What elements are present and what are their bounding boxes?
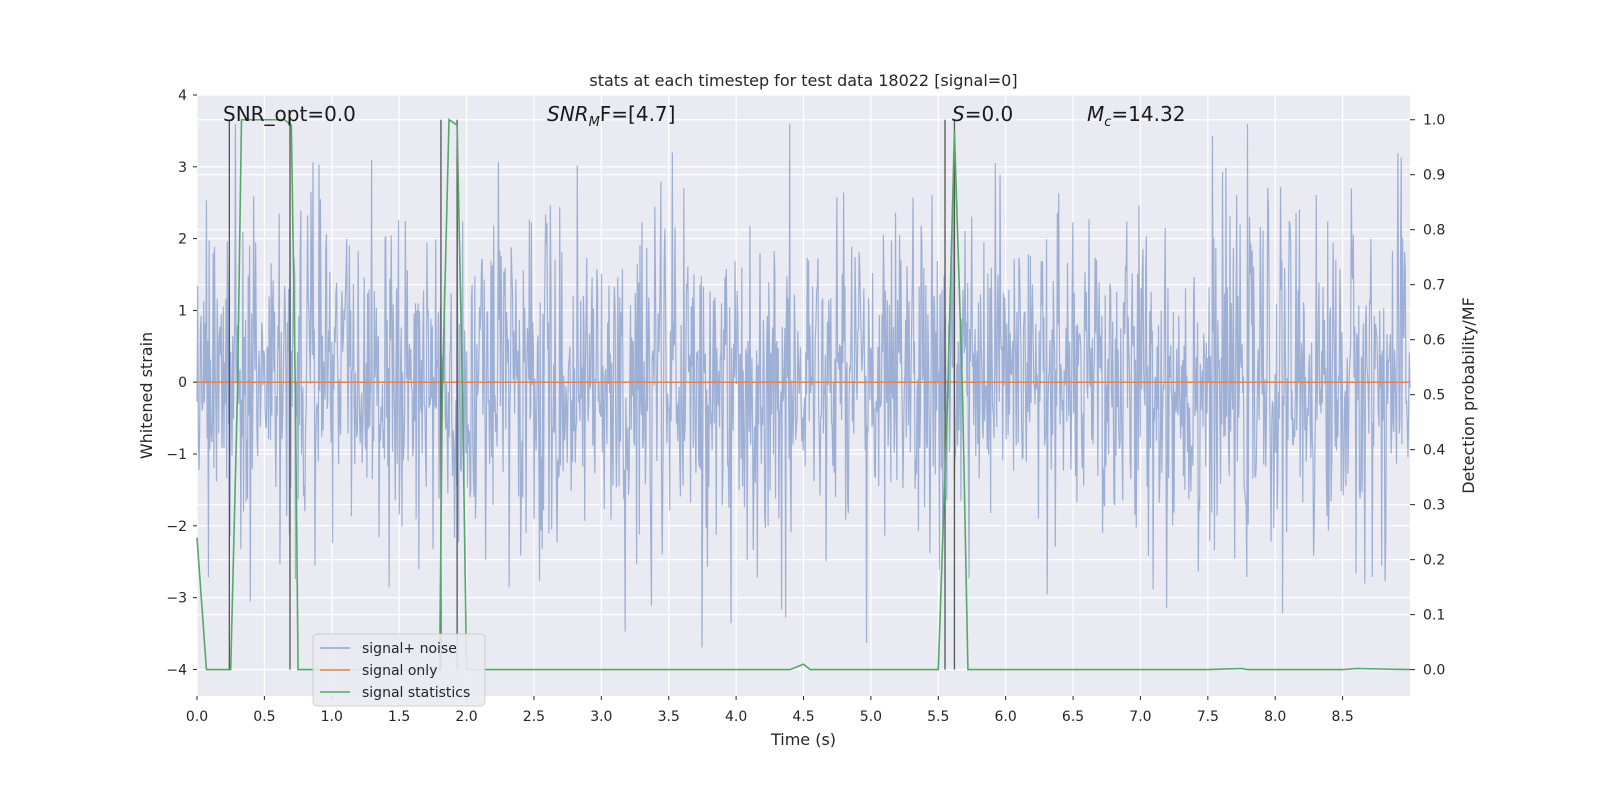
annotation-s: S=0.0	[952, 102, 1013, 126]
y-left-tick-label: 2	[178, 232, 187, 248]
y-left-tick-label: 4	[178, 88, 187, 104]
x-tick-label: 0.5	[253, 709, 275, 725]
x-tick-label: 5.5	[927, 709, 949, 725]
annotation-mc-sub: c	[1104, 115, 1111, 130]
plot-area: 0.0 0.5 1.0 1.5 2.0 2.5 3.0 3.5 4.0 4.5 5.0 5.5 6.0 6…	[166, 88, 1445, 725]
x-tick-label: 8.0	[1264, 709, 1286, 725]
y-right-tick-label: 0.6	[1423, 333, 1445, 349]
x-tick-label: 8.5	[1331, 709, 1353, 725]
y-right-tick-label: 0.1	[1423, 608, 1445, 624]
annotation-snr-mf-base: SNR	[547, 102, 589, 126]
y-left-tick-label: −4	[166, 662, 187, 678]
chart-title: stats at each timestep for test data 180…	[589, 71, 1017, 90]
x-tick-label: 4.0	[725, 709, 747, 725]
annotation-snr-opt: SNR_opt=0.0	[223, 102, 356, 126]
x-tick-label: 1.0	[321, 709, 343, 725]
y-left-tick-label: −3	[166, 591, 187, 607]
y-axis-left-label: Whitened strain	[137, 332, 156, 459]
y-left-tick-label: 3	[178, 160, 187, 176]
x-tick-label: 2.0	[455, 709, 477, 725]
y-right-tick-label: 0.9	[1423, 168, 1445, 184]
x-tick-label: 2.5	[523, 709, 545, 725]
y-right-tick-label: 0.4	[1423, 443, 1445, 459]
annotation-mc-base: M	[1087, 102, 1104, 126]
annotation-s-rest: =0.0	[965, 102, 1014, 126]
series-signal-noise-line	[196, 123, 1411, 648]
y-left-tick-label: 0	[178, 375, 187, 391]
legend-label: signal statistics	[362, 685, 470, 701]
x-tick-label: 7.5	[1197, 709, 1219, 725]
legend: signal+ noise signal only signal statistic…	[312, 633, 486, 707]
legend-box	[312, 633, 486, 707]
annotation-s-italic: S	[952, 102, 965, 126]
x-tick-label: 0.0	[186, 709, 208, 725]
y-right-tick-label: 0.2	[1423, 553, 1445, 569]
annotation-mc: Mc=14.32	[1087, 102, 1185, 130]
y-right-tick-label: 0.8	[1423, 223, 1445, 239]
y-right-tick-label: 0.7	[1423, 278, 1445, 294]
y-left-tick-label: −2	[166, 519, 187, 535]
annotation-snr-mf: SNRMF=[4.7]	[547, 102, 675, 130]
y-axis-right-label: Detection probability/MF	[1459, 297, 1478, 494]
x-tick-label: 1.5	[388, 709, 410, 725]
x-tick-label: 6.0	[995, 709, 1017, 725]
annotation-snr-mf-sub: M	[589, 115, 600, 130]
y-left-tick-label: 1	[178, 303, 187, 319]
y-right-tick-label: 0.3	[1423, 498, 1445, 514]
x-tick-label: 3.5	[658, 709, 680, 725]
y-right-tick-label: 0.5	[1423, 388, 1445, 404]
x-tick-label: 7.0	[1129, 709, 1151, 725]
x-axis-label: Time (s)	[770, 730, 836, 749]
x-tick-label: 6.5	[1062, 709, 1084, 725]
x-tick-label: 4.5	[792, 709, 814, 725]
legend-label: signal only	[362, 663, 437, 679]
annotation-mc-rest: =14.32	[1111, 102, 1185, 126]
x-tick-label: 5.0	[860, 709, 882, 725]
y-right-tick-label: 1.0	[1423, 113, 1445, 129]
legend-label: signal+ noise	[362, 641, 457, 657]
x-tick-label: 3.0	[590, 709, 612, 725]
y-left-tick-label: −1	[166, 447, 187, 463]
y-right-tick-label: 0.0	[1423, 663, 1445, 679]
annotation-snr-mf-rest: F=[4.7]	[600, 102, 676, 126]
